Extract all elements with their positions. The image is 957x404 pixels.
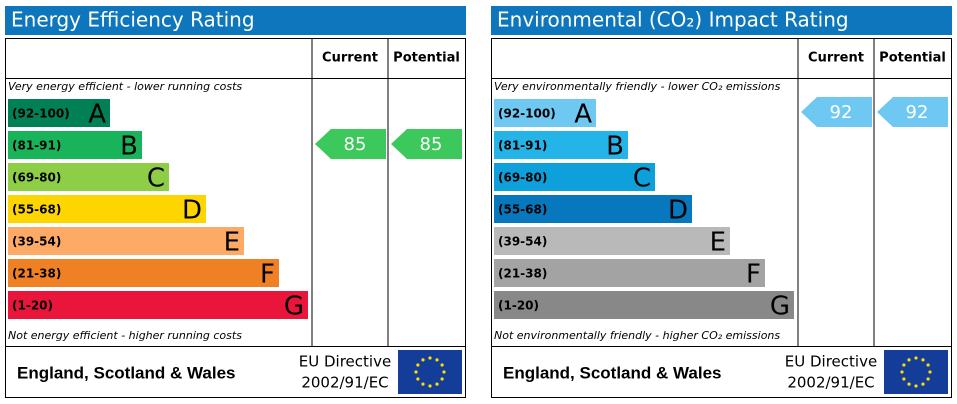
band (494, 131, 628, 159)
eu-star (926, 363, 930, 367)
band-range: (69-80) (12, 171, 61, 185)
band-range: (55-68) (12, 203, 61, 217)
eu-star (921, 358, 925, 362)
eu-star (416, 363, 420, 367)
rating-value: 92 (830, 102, 853, 123)
eu-star (442, 370, 446, 374)
rating-value: 85 (420, 134, 443, 155)
eu-star (421, 358, 425, 362)
frame (5, 38, 466, 398)
footer-directive: EU Directive (299, 353, 391, 371)
band (494, 195, 692, 223)
band-letter: E (710, 228, 726, 258)
band-letter: D (182, 196, 202, 226)
eu-star (926, 377, 930, 381)
band (8, 195, 206, 223)
eu-star (414, 370, 418, 374)
band-range: (1-20) (12, 299, 53, 313)
band-letter: A (88, 100, 106, 130)
eu-star (902, 377, 906, 381)
band-range: (81-91) (498, 139, 547, 153)
band-range: (39-54) (12, 235, 61, 249)
band-letter: F (260, 260, 275, 290)
band-range: (69-80) (498, 171, 547, 185)
eu-star (440, 363, 444, 367)
eu-star (921, 382, 925, 386)
band-letter: D (668, 196, 688, 226)
band (494, 259, 765, 287)
eu-star (907, 358, 911, 362)
footer-region: England, Scotland & Wales (17, 363, 236, 382)
eu-star (421, 382, 425, 386)
band-letter: B (606, 132, 624, 162)
eu-star (914, 384, 918, 388)
rating-value: 85 (344, 134, 367, 155)
band-letter: C (633, 164, 651, 194)
band-range: (81-91) (12, 139, 61, 153)
band-range: (1-20) (498, 299, 539, 313)
title-bar (5, 6, 466, 35)
panel-title: Environmental (CO₂) Impact Rating (497, 8, 849, 32)
footer-directive: 2002/91/EC (301, 374, 388, 392)
band (494, 99, 596, 127)
band (494, 227, 730, 255)
eu-star (900, 370, 904, 374)
header-potential: Potential (879, 51, 946, 66)
panel-title: Energy Efficiency Rating (11, 8, 255, 32)
frame (491, 38, 952, 398)
eu-star (914, 356, 918, 360)
rating-arrow (801, 97, 872, 127)
band (8, 227, 244, 255)
footer-region: England, Scotland & Wales (503, 363, 722, 382)
band-range: (92-100) (498, 107, 556, 121)
band-letter: F (746, 260, 761, 290)
eu-star (440, 377, 444, 381)
band (8, 131, 142, 159)
header-current: Current (322, 51, 378, 66)
band-range: (21-38) (12, 267, 61, 281)
band (8, 99, 110, 127)
band-letter: E (224, 228, 240, 258)
band (8, 291, 308, 319)
eu-star (428, 384, 432, 388)
band (494, 291, 794, 319)
eu-star (435, 358, 439, 362)
title-bar (491, 6, 952, 35)
footer-directive: EU Directive (785, 353, 877, 371)
rating-value: 92 (906, 102, 929, 123)
band-range: (92-100) (12, 107, 70, 121)
band-letter: G (770, 292, 790, 322)
band-letter: B (120, 132, 138, 162)
rating-arrow (315, 129, 386, 159)
eu-star (907, 382, 911, 386)
bottom-note: Not environmentally friendly - higher CO… (494, 329, 780, 342)
rating-arrow (877, 97, 948, 127)
band-letter: A (574, 100, 592, 130)
footer-directive: 2002/91/EC (787, 374, 874, 392)
rating-arrow (391, 129, 462, 159)
top-note: Very energy efficient - lower running co… (8, 80, 242, 93)
eu-star (435, 382, 439, 386)
bottom-note: Not energy efficient - higher running co… (8, 329, 242, 342)
header-current: Current (808, 51, 864, 66)
band-range: (55-68) (498, 203, 547, 217)
band-letter: C (147, 164, 165, 194)
eu-star (902, 363, 906, 367)
band (8, 163, 169, 191)
eu-star (928, 370, 932, 374)
top-note: Very environmentally friendly - lower CO… (494, 80, 781, 93)
band (8, 259, 279, 287)
eu-star (428, 356, 432, 360)
band (494, 163, 655, 191)
band-letter: G (284, 292, 304, 322)
eu-star (416, 377, 420, 381)
band-range: (21-38) (498, 267, 547, 281)
band-range: (39-54) (498, 235, 547, 249)
header-potential: Potential (393, 51, 460, 66)
